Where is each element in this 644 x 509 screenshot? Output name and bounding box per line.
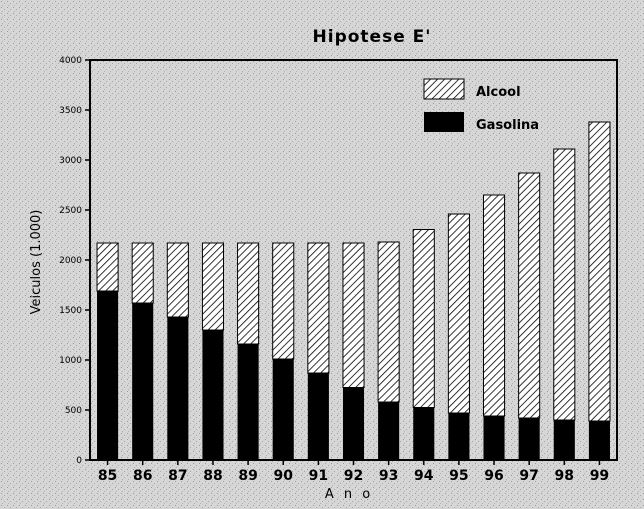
bar-alcool: [377, 241, 400, 403]
bar-gasolina: [342, 387, 365, 460]
bar-alcool: [131, 242, 154, 304]
bar-alcool: [272, 242, 295, 360]
x-axis: 85 86 87 88 89 90 91 92 93 94 95 96 97 98 99: [98, 460, 609, 484]
x-tick-label: 86: [133, 468, 152, 484]
y-tick-label: 2000: [59, 256, 82, 266]
bar-gasolina: [518, 418, 540, 460]
x-tick-label: 93: [379, 468, 398, 484]
bar-alcool: [412, 229, 435, 408]
y-tick-label: 1000: [59, 356, 82, 366]
bar-gasolina: [483, 416, 505, 460]
bar-gasolina: [202, 330, 224, 460]
x-tick-label: 99: [590, 468, 609, 484]
bar-alcool: [237, 242, 260, 345]
bar-gasolina: [448, 413, 470, 460]
x-tick-label: 96: [484, 468, 503, 484]
x-tick-label: 87: [168, 468, 187, 484]
bar-gasolina: [413, 407, 435, 460]
legend-swatch-gasolina: [424, 112, 464, 132]
y-tick-label: 1500: [59, 306, 82, 316]
bar-alcool: [166, 242, 189, 318]
x-tick-label: 91: [309, 468, 328, 484]
x-tick-label: 94: [414, 468, 434, 484]
chart-title: Hipotese E': [313, 27, 432, 47]
bar-gasolina: [378, 402, 400, 460]
y-tick-label: 500: [65, 406, 82, 416]
bar-alcool: [201, 242, 225, 331]
bar-gasolina: [307, 373, 329, 460]
bar-gasolina: [132, 303, 154, 460]
x-tick-label: 95: [449, 468, 468, 484]
legend: Alcool Gasolina: [423, 78, 539, 133]
x-tick-label: 92: [344, 468, 363, 484]
bar-gasolina: [97, 291, 119, 460]
bar-gasolina: [272, 359, 294, 460]
bar-gasolina: [237, 344, 259, 460]
y-tick-label: 0: [76, 456, 82, 466]
x-axis-label: A n o: [325, 487, 373, 502]
x-tick-label: 88: [203, 468, 222, 484]
x-tick-label: 85: [98, 468, 117, 484]
y-tick-label: 2500: [59, 206, 82, 216]
y-axis: 0 500 1000 1500 2000 2500 3000 3500 4000: [59, 56, 90, 466]
y-axis-label: Veiculos (1.000): [29, 210, 44, 315]
bar-alcool: [447, 213, 470, 414]
x-tick-label: 89: [238, 468, 257, 484]
bar-alcool: [96, 242, 119, 292]
bars-group: [96, 121, 611, 460]
bar-gasolina: [167, 317, 189, 460]
bar-gasolina: [553, 420, 575, 460]
y-tick-label: 4000: [59, 56, 82, 66]
legend-swatch-alcool: [423, 78, 465, 100]
bar-gasolina: [588, 421, 610, 460]
legend-label-gasolina: Gasolina: [476, 118, 539, 133]
y-tick-label: 3500: [59, 106, 82, 116]
bar-alcool: [307, 242, 330, 374]
bar-alcool: [588, 121, 611, 422]
x-tick-label: 90: [273, 468, 293, 484]
legend-label-alcool: Alcool: [476, 85, 521, 100]
bar-alcool: [482, 194, 506, 417]
bar-alcool: [518, 172, 541, 419]
bar-alcool: [553, 148, 576, 421]
bar-alcool: [342, 242, 365, 388]
x-tick-label: 97: [519, 468, 538, 484]
x-tick-label: 98: [555, 468, 574, 484]
y-tick-label: 3000: [59, 156, 82, 166]
